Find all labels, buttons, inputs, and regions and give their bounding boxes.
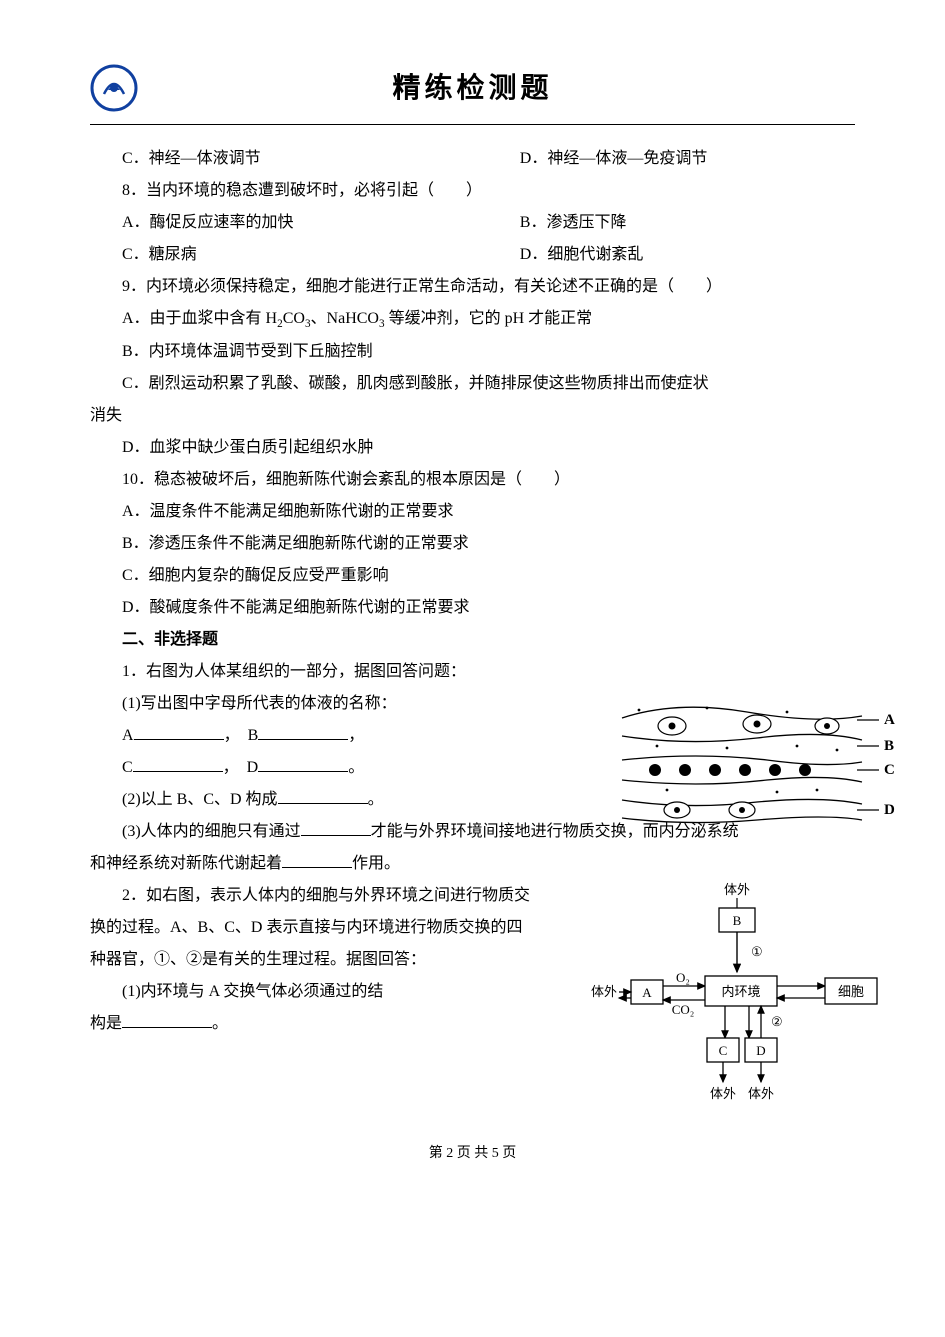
- q10-a: A．温度条件不能满足细胞新陈代谢的正常要求: [90, 496, 855, 528]
- q8-d: D．细胞代谢紊乱: [488, 239, 855, 271]
- q9-a-pre: A．由于血浆中含有 H: [122, 310, 277, 327]
- diag-top: 体外: [724, 882, 750, 897]
- sep-cd: ， D: [223, 759, 259, 776]
- fq2-block: 2．如右图，表示人体内的细胞与外界环境之间进行物质交换的过程。A、B、C、D 表…: [90, 880, 855, 1110]
- fq2-sub1-l1: (1)内环境与 A 交换气体必须通过的结: [90, 976, 537, 1008]
- q9-a-mid1: CO: [283, 310, 305, 327]
- diag-d: D: [756, 1043, 765, 1058]
- diag-center: 内环境: [721, 984, 760, 999]
- blank-c: [133, 756, 223, 772]
- q10-stem: 10．稳态被破坏后，细胞新陈代谢会紊乱的根本原因是（ ）: [90, 464, 855, 496]
- fig-label-a: A: [884, 712, 895, 728]
- end-ab: ，: [348, 727, 364, 744]
- diag-left-out: 体外: [591, 984, 617, 999]
- q10-c: C．细胞内复杂的酶促反应受严重影响: [90, 560, 855, 592]
- fq2-sub1-l2-post: 。: [212, 1015, 228, 1032]
- q9-stem: 9．内环境必须保持稳定，细胞才能进行正常生命活动，有关论述不正确的是（ ）: [90, 271, 855, 303]
- diag-circle1: ①: [751, 944, 763, 959]
- blank-via: [301, 820, 371, 836]
- q9-a: A．由于血浆中含有 H2CO3、NaHCO3 等缓冲剂，它的 pH 才能正常: [90, 303, 855, 336]
- blank-b: [258, 724, 348, 740]
- page-header: 精练检测题: [90, 60, 855, 116]
- diag-c: C: [719, 1043, 728, 1058]
- fq2-sub1-l2: 构是 。: [90, 1008, 537, 1040]
- q10-b: B．渗透压条件不能满足细胞新陈代谢的正常要求: [90, 528, 855, 560]
- fq1-figure: A B C D: [585, 690, 865, 830]
- q10-d: D．酸碱度条件不能满足细胞新陈代谢的正常要求: [90, 592, 855, 624]
- tissue-diagram-icon: A B C D: [617, 690, 897, 830]
- label-a: A: [122, 727, 134, 744]
- q9-a-post: 等缓冲剂，它的 pH 才能正常: [385, 310, 593, 327]
- blank-role: [282, 852, 352, 868]
- q8-stem: 8．当内环境的稳态遭到破坏时，必将引起（ ）: [90, 175, 855, 207]
- fq2-para: 2．如右图，表示人体内的细胞与外界环境之间进行物质交换的过程。A、B、C、D 表…: [90, 880, 537, 976]
- blank-d: [258, 756, 348, 772]
- q-prev-options: C．神经—体液调节 D．神经—体液—免疫调节: [90, 143, 855, 175]
- page-footer: 第 2 页 共 5 页: [90, 1140, 855, 1168]
- q8-row1: A．酶促反应速率的加快 B．渗透压下降: [90, 207, 855, 239]
- fq2-text: 2．如右图，表示人体内的细胞与外界环境之间进行物质交换的过程。A、B、C、D 表…: [90, 880, 537, 1110]
- fq2-sub1-l2-pre: 构是: [90, 1015, 122, 1032]
- fig-label-c: C: [884, 762, 895, 778]
- fq1-stem: 1．右图为人体某组织的一部分，据图回答问题：: [90, 656, 855, 688]
- fq2-figure: 体外 B ① 体外 A O₂ CO₂: [555, 880, 855, 1110]
- document-body: C．神经—体液调节 D．神经—体液—免疫调节 8．当内环境的稳态遭到破坏时，必将…: [90, 143, 855, 1110]
- blank-structure: [122, 1012, 212, 1028]
- fig-label-d: D: [884, 802, 895, 818]
- diag-bl: 体外: [710, 1086, 736, 1101]
- end-cd: 。: [348, 759, 364, 776]
- fq1-sub3-l2-pre: 和神经系统对新陈代谢起着: [90, 855, 282, 872]
- diag-o2: O₂: [676, 970, 690, 985]
- blank-bcd: [278, 788, 368, 804]
- option-c: C．神经—体液调节: [90, 143, 488, 175]
- label-c: C: [122, 759, 133, 776]
- diag-cell: 细胞: [838, 984, 864, 999]
- diag-b: B: [733, 913, 742, 928]
- exchange-diagram-icon: 体外 B ① 体外 A O₂ CO₂: [587, 880, 887, 1110]
- q9-d: D．血浆中缺少蛋白质引起组织水肿: [90, 432, 855, 464]
- fq1-sub2-pre: (2)以上 B、C、D 构成: [122, 791, 278, 808]
- q9-c-line2: 消失: [90, 400, 855, 432]
- q8-b: B．渗透压下降: [488, 207, 855, 239]
- section2-heading: 二、非选择题: [90, 624, 855, 656]
- fq1-sub3-l2-post: 作用。: [352, 855, 400, 872]
- school-logo-icon: [90, 64, 138, 112]
- diag-br: 体外: [748, 1086, 774, 1101]
- q8-a: A．酶促反应速率的加快: [90, 207, 488, 239]
- header-divider: [90, 124, 855, 125]
- page-title: 精练检测题: [392, 60, 552, 116]
- diag-a: A: [642, 985, 652, 1000]
- blank-a: [134, 724, 224, 740]
- fq1-sub3-pre: (3)人体内的细胞只有通过: [122, 823, 301, 840]
- diag-co2: CO₂: [672, 1002, 695, 1017]
- q9-a-mid2: 、NaHCO: [311, 310, 379, 327]
- sep-ab: ， B: [224, 727, 259, 744]
- fq1-block: 1．右图为人体某组织的一部分，据图回答问题： (1)写出图中字母所代表的体液的名…: [90, 656, 855, 816]
- fig-label-b: B: [884, 738, 894, 754]
- option-d: D．神经—体液—免疫调节: [488, 143, 855, 175]
- q8-c: C．糖尿病: [90, 239, 488, 271]
- q8-row2: C．糖尿病 D．细胞代谢紊乱: [90, 239, 855, 271]
- q9-c-line1: C．剧烈运动积累了乳酸、碳酸，肌肉感到酸胀，并随排尿使这些物质排出而使症状: [90, 368, 855, 400]
- fq1-sub3-line2: 和神经系统对新陈代谢起着 作用。: [90, 848, 855, 880]
- diag-circle2: ②: [771, 1014, 783, 1029]
- fq1-sub2-post: 。: [368, 791, 384, 808]
- q9-b: B．内环境体温调节受到下丘脑控制: [90, 336, 855, 368]
